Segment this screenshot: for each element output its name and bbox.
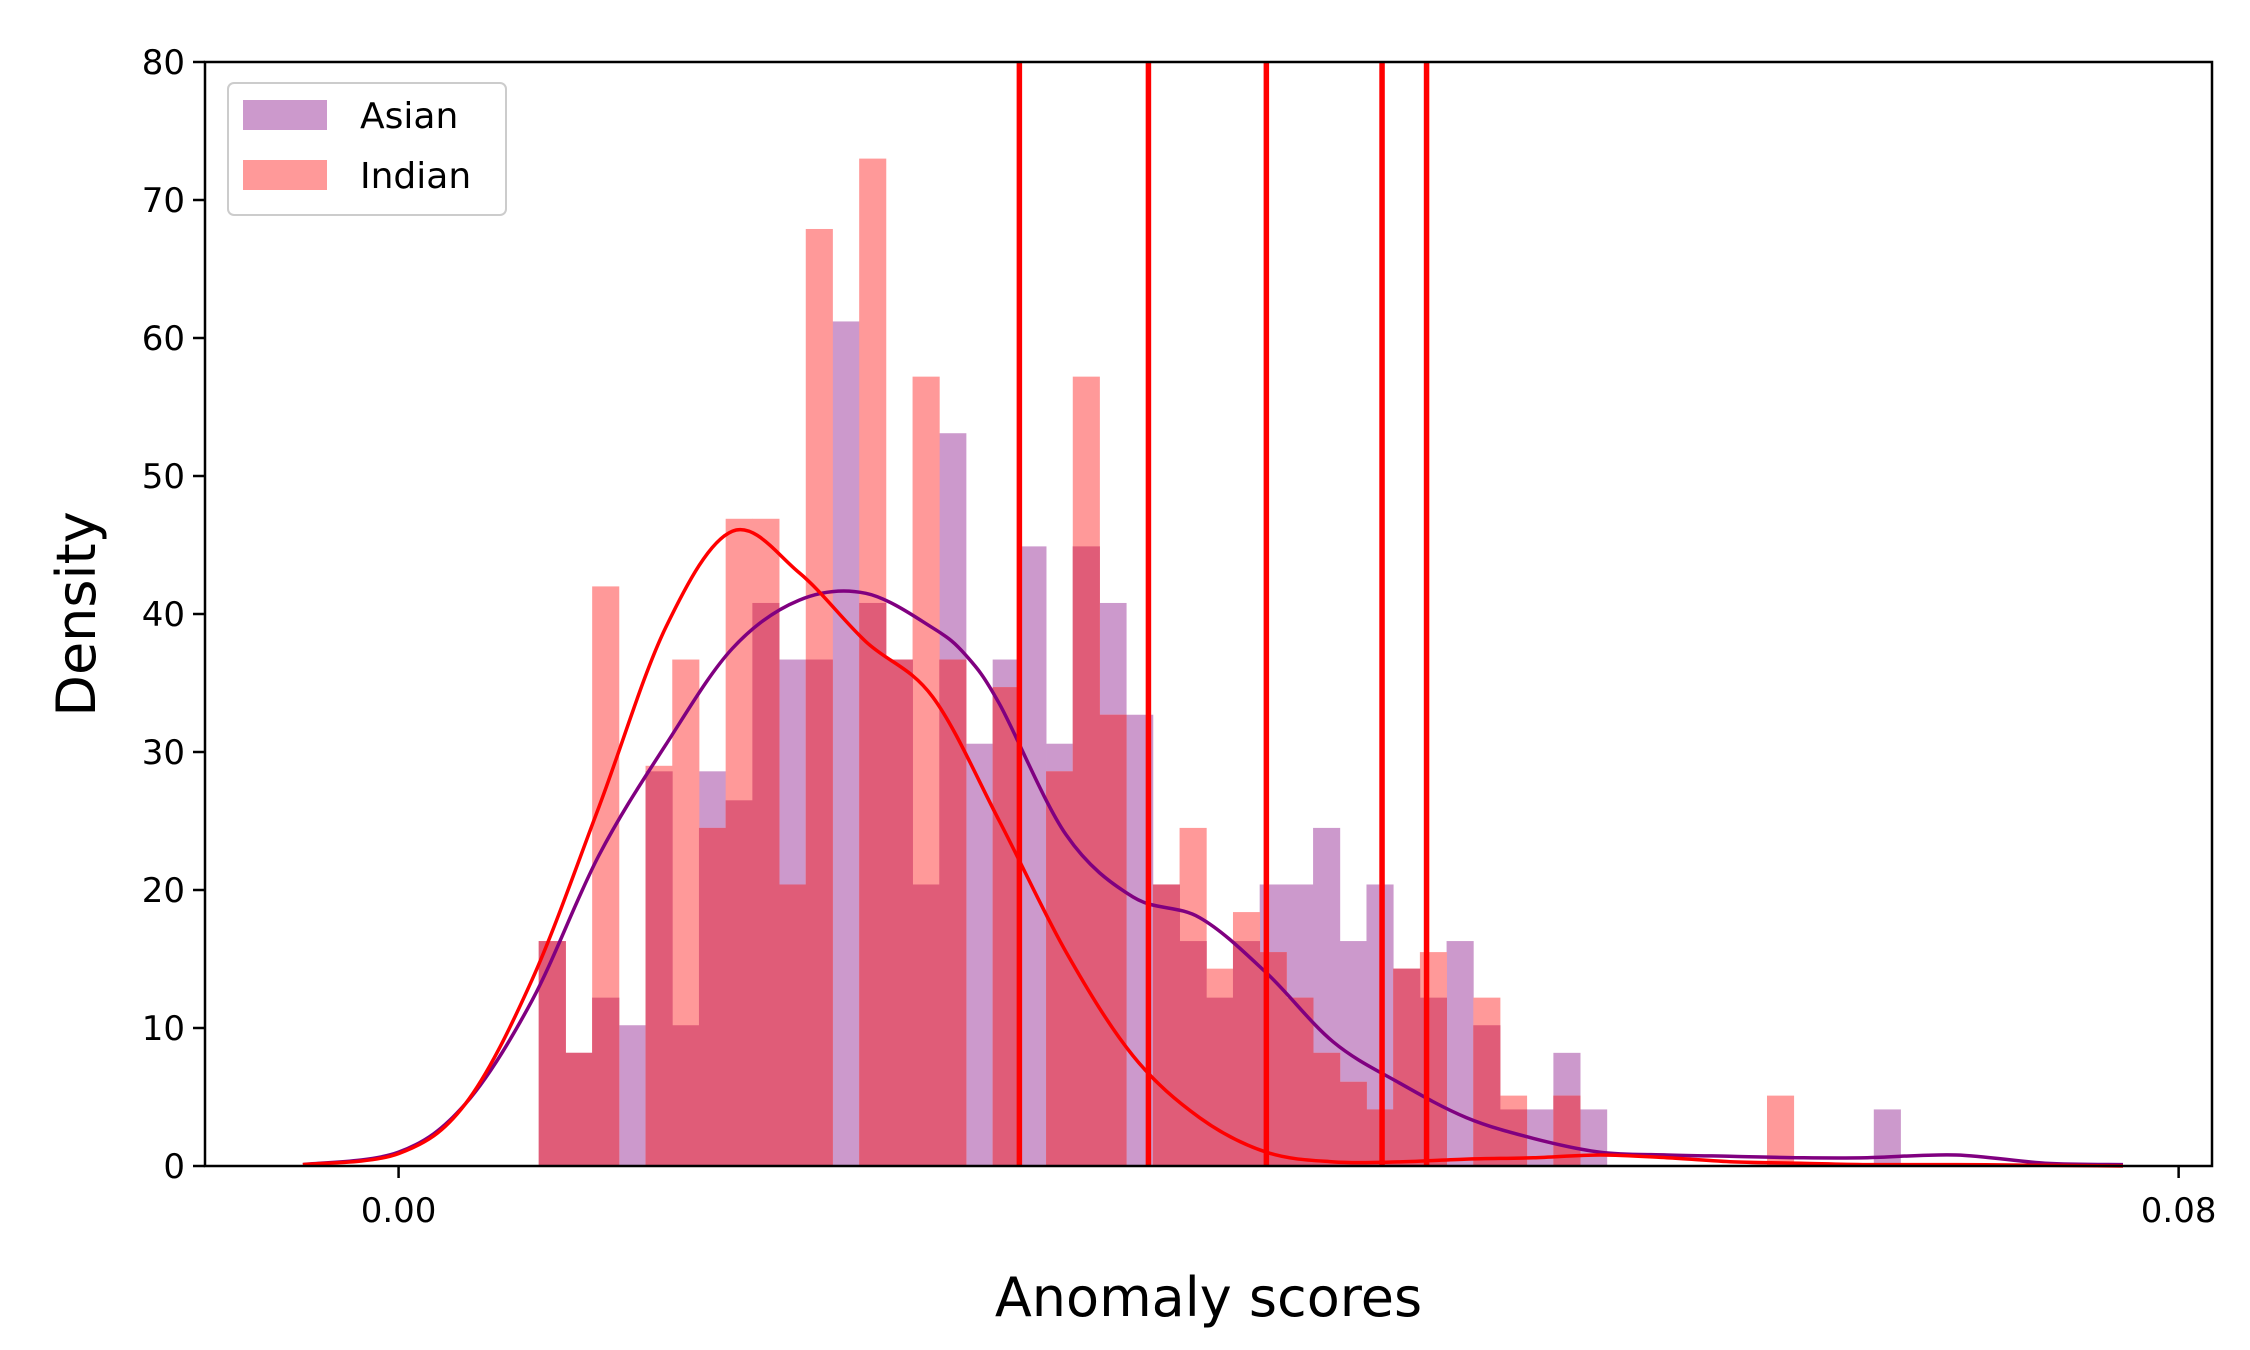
bar-overlap	[939, 659, 967, 1166]
bar-overlap	[592, 997, 620, 1166]
legend-label-asian: Asian	[360, 96, 458, 137]
bar-overlap	[1046, 771, 1074, 1166]
bar-overlap	[805, 659, 833, 1166]
bar-overlap	[1313, 1052, 1341, 1166]
legend-swatch-asian	[243, 100, 327, 130]
bar-asian	[1019, 546, 1047, 1166]
y-tick-label: 40	[142, 595, 185, 635]
bar-overlap	[1339, 1081, 1367, 1166]
bar-asian	[1446, 941, 1474, 1166]
y-tick-label: 70	[142, 181, 185, 221]
threshold-lines	[1016, 62, 1430, 1166]
bar-overlap	[1099, 714, 1127, 1166]
bar-overlap	[1286, 997, 1314, 1166]
x-tick-label: 0.00	[361, 1191, 437, 1231]
bar-overlap	[565, 1052, 593, 1166]
y-axis: 0 10 20 30 40 50 60 70 80	[142, 43, 205, 1187]
y-tick-label: 80	[142, 43, 185, 83]
bar-overlap	[672, 1025, 700, 1166]
y-tick-label: 20	[142, 871, 185, 911]
y-tick-label: 30	[142, 733, 185, 773]
overlap-bars	[538, 546, 1581, 1166]
kde-curves	[302, 527, 2124, 1168]
bar-overlap	[912, 884, 940, 1166]
bar-overlap	[779, 884, 807, 1166]
legend: Asian Indian	[227, 82, 507, 216]
bar-asian	[1580, 1109, 1608, 1166]
bar-indian	[1766, 1095, 1795, 1166]
y-tick-label: 50	[142, 457, 185, 497]
y-tick-label: 0	[163, 1147, 185, 1187]
bar-overlap	[1473, 1025, 1501, 1166]
bar-overlap	[725, 800, 753, 1166]
bar-overlap	[752, 602, 780, 1166]
bar-overlap	[1206, 997, 1234, 1166]
bar-asian	[965, 743, 994, 1166]
kde-curve-asian	[302, 589, 2124, 1167]
x-axis-title: Anomaly scores	[995, 1266, 1422, 1329]
bar-asian	[832, 321, 860, 1166]
bar-overlap	[698, 827, 727, 1166]
bar-overlap	[992, 687, 1020, 1166]
bar-overlap	[1152, 884, 1180, 1166]
x-tick-label: 0.08	[2141, 1191, 2217, 1231]
x-axis: 0.00 0.08	[361, 1166, 2217, 1231]
kde-curve-indian	[302, 527, 2124, 1168]
bar-overlap	[645, 771, 673, 1166]
y-axis-title: Density	[45, 511, 108, 716]
y-tick-label: 60	[142, 319, 185, 359]
bar-overlap	[1232, 941, 1261, 1166]
legend-label-indian: Indian	[360, 156, 471, 197]
bar-overlap	[859, 602, 887, 1166]
y-tick-label: 10	[142, 1009, 185, 1049]
bar-overlap	[1072, 546, 1100, 1166]
bar-overlap	[885, 659, 913, 1166]
bar-asian	[618, 1025, 646, 1166]
bar-overlap	[1179, 941, 1207, 1166]
legend-swatch-indian	[243, 160, 327, 190]
bar-overlap	[1393, 968, 1421, 1166]
